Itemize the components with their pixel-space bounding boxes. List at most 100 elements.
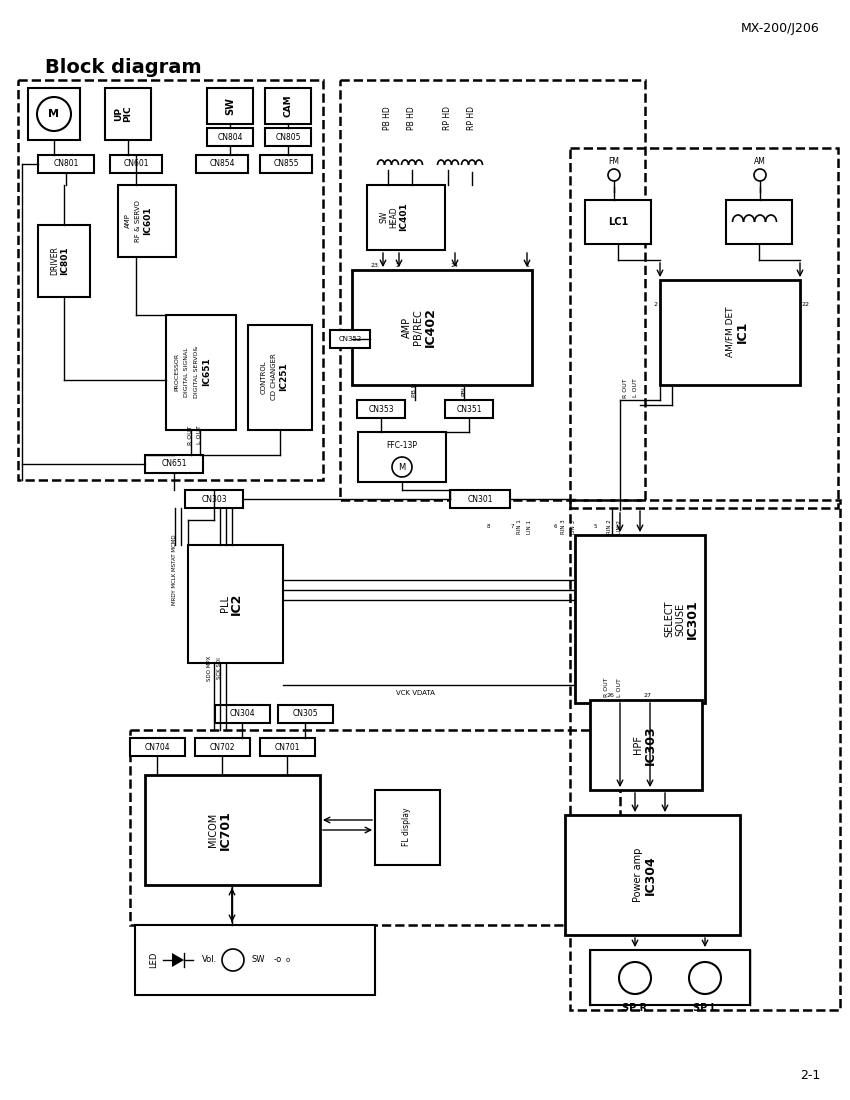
Text: DRIVER: DRIVER bbox=[50, 246, 60, 275]
Text: 24: 24 bbox=[451, 263, 459, 268]
Text: CONTROL: CONTROL bbox=[261, 360, 267, 394]
Text: M: M bbox=[399, 462, 405, 472]
Text: CN701: CN701 bbox=[275, 742, 300, 751]
Text: IC2: IC2 bbox=[230, 593, 242, 615]
Text: LC1: LC1 bbox=[608, 217, 628, 227]
Text: L OUT: L OUT bbox=[617, 678, 622, 697]
Text: CN352: CN352 bbox=[338, 336, 361, 342]
Text: VCK VDATA: VCK VDATA bbox=[395, 690, 434, 696]
Text: CN303: CN303 bbox=[201, 495, 227, 504]
Text: R OUT: R OUT bbox=[604, 678, 609, 697]
Bar bbox=[18, 80, 323, 480]
Bar bbox=[340, 80, 645, 500]
Text: AM/FM DET: AM/FM DET bbox=[726, 307, 734, 358]
Text: 8: 8 bbox=[486, 525, 490, 529]
Text: FL display: FL display bbox=[403, 807, 411, 846]
Text: SP L: SP L bbox=[693, 1003, 717, 1013]
Text: AMP: AMP bbox=[125, 213, 131, 229]
Text: RP HD: RP HD bbox=[444, 106, 452, 130]
Text: IC601: IC601 bbox=[144, 207, 152, 235]
Text: IC251: IC251 bbox=[280, 363, 288, 392]
Text: SW: SW bbox=[379, 211, 388, 223]
Bar bbox=[265, 88, 311, 124]
Text: 26: 26 bbox=[606, 693, 614, 698]
Text: CN801: CN801 bbox=[54, 160, 79, 168]
Text: IC1: IC1 bbox=[735, 321, 749, 343]
Text: SDO MPX: SDO MPX bbox=[207, 656, 212, 681]
Text: -o: -o bbox=[274, 956, 282, 965]
Text: SP R: SP R bbox=[622, 1003, 648, 1013]
Bar bbox=[660, 280, 800, 385]
Text: PB R: PB R bbox=[412, 383, 417, 397]
Circle shape bbox=[608, 169, 620, 182]
Bar bbox=[105, 88, 151, 140]
Polygon shape bbox=[172, 953, 184, 967]
Bar bbox=[565, 815, 740, 935]
Text: 1: 1 bbox=[525, 263, 529, 268]
Bar bbox=[207, 128, 253, 146]
Bar bbox=[575, 535, 705, 703]
Text: SOUSE: SOUSE bbox=[675, 603, 685, 636]
Text: CD CHANGER: CD CHANGER bbox=[271, 353, 277, 400]
Bar bbox=[28, 88, 80, 140]
Bar bbox=[367, 185, 445, 250]
Text: 5: 5 bbox=[593, 525, 597, 529]
Bar bbox=[260, 155, 312, 173]
Text: 27: 27 bbox=[644, 693, 652, 698]
Circle shape bbox=[619, 962, 651, 994]
Circle shape bbox=[222, 949, 244, 971]
Text: 7: 7 bbox=[510, 525, 513, 529]
Bar bbox=[278, 705, 333, 723]
Text: RF & SERVO: RF & SERVO bbox=[135, 200, 141, 242]
Circle shape bbox=[689, 962, 721, 994]
Text: CN601: CN601 bbox=[123, 160, 149, 168]
Circle shape bbox=[754, 169, 766, 182]
Text: PB/REC: PB/REC bbox=[413, 309, 423, 345]
Text: 2-1: 2-1 bbox=[800, 1069, 820, 1082]
Bar bbox=[375, 790, 440, 865]
Text: CN351: CN351 bbox=[456, 405, 482, 414]
Text: UP: UP bbox=[115, 107, 123, 121]
Bar bbox=[166, 315, 236, 430]
Text: SW: SW bbox=[252, 956, 264, 965]
Text: L OUT: L OUT bbox=[633, 378, 638, 397]
Text: CN854: CN854 bbox=[209, 160, 235, 168]
Text: RP HD: RP HD bbox=[468, 106, 477, 130]
Text: R OUT: R OUT bbox=[624, 378, 628, 398]
Text: 6: 6 bbox=[553, 525, 557, 529]
Bar bbox=[570, 500, 840, 1010]
Text: HEAD: HEAD bbox=[389, 206, 399, 228]
Bar bbox=[570, 148, 838, 508]
Bar bbox=[590, 700, 702, 790]
Bar bbox=[265, 128, 311, 146]
Text: RIN 3: RIN 3 bbox=[562, 519, 566, 535]
Text: SW: SW bbox=[225, 97, 235, 114]
Text: DIGITAL SERVO&: DIGITAL SERVO& bbox=[195, 345, 200, 398]
Text: IC701: IC701 bbox=[218, 810, 231, 850]
Text: PIC: PIC bbox=[123, 106, 133, 122]
Text: IC401: IC401 bbox=[400, 202, 409, 231]
Text: DIGITAL SIGNAL: DIGITAL SIGNAL bbox=[184, 348, 190, 397]
Text: IC801: IC801 bbox=[60, 246, 70, 275]
Bar bbox=[130, 730, 620, 925]
Text: AM: AM bbox=[754, 157, 766, 166]
Text: 22: 22 bbox=[802, 302, 810, 308]
Text: CN304: CN304 bbox=[230, 710, 255, 718]
Text: IC651: IC651 bbox=[202, 358, 212, 386]
Bar bbox=[196, 155, 248, 173]
Bar bbox=[585, 200, 651, 244]
Text: CN702: CN702 bbox=[209, 742, 235, 751]
Text: MICOM: MICOM bbox=[208, 813, 218, 847]
Text: LED: LED bbox=[150, 952, 158, 968]
Text: M: M bbox=[48, 109, 60, 119]
Text: o: o bbox=[286, 957, 290, 962]
Bar bbox=[260, 738, 315, 756]
Text: MRDY MCLK MSTAT MCMD: MRDY MCLK MSTAT MCMD bbox=[173, 535, 178, 605]
Text: 2: 2 bbox=[654, 302, 658, 308]
Text: 2: 2 bbox=[396, 263, 400, 268]
Text: RIN 2: RIN 2 bbox=[608, 519, 613, 535]
Text: AMP: AMP bbox=[402, 317, 412, 338]
Bar bbox=[248, 324, 312, 430]
Text: PB HD: PB HD bbox=[407, 106, 416, 130]
Text: PB HD: PB HD bbox=[383, 106, 393, 130]
